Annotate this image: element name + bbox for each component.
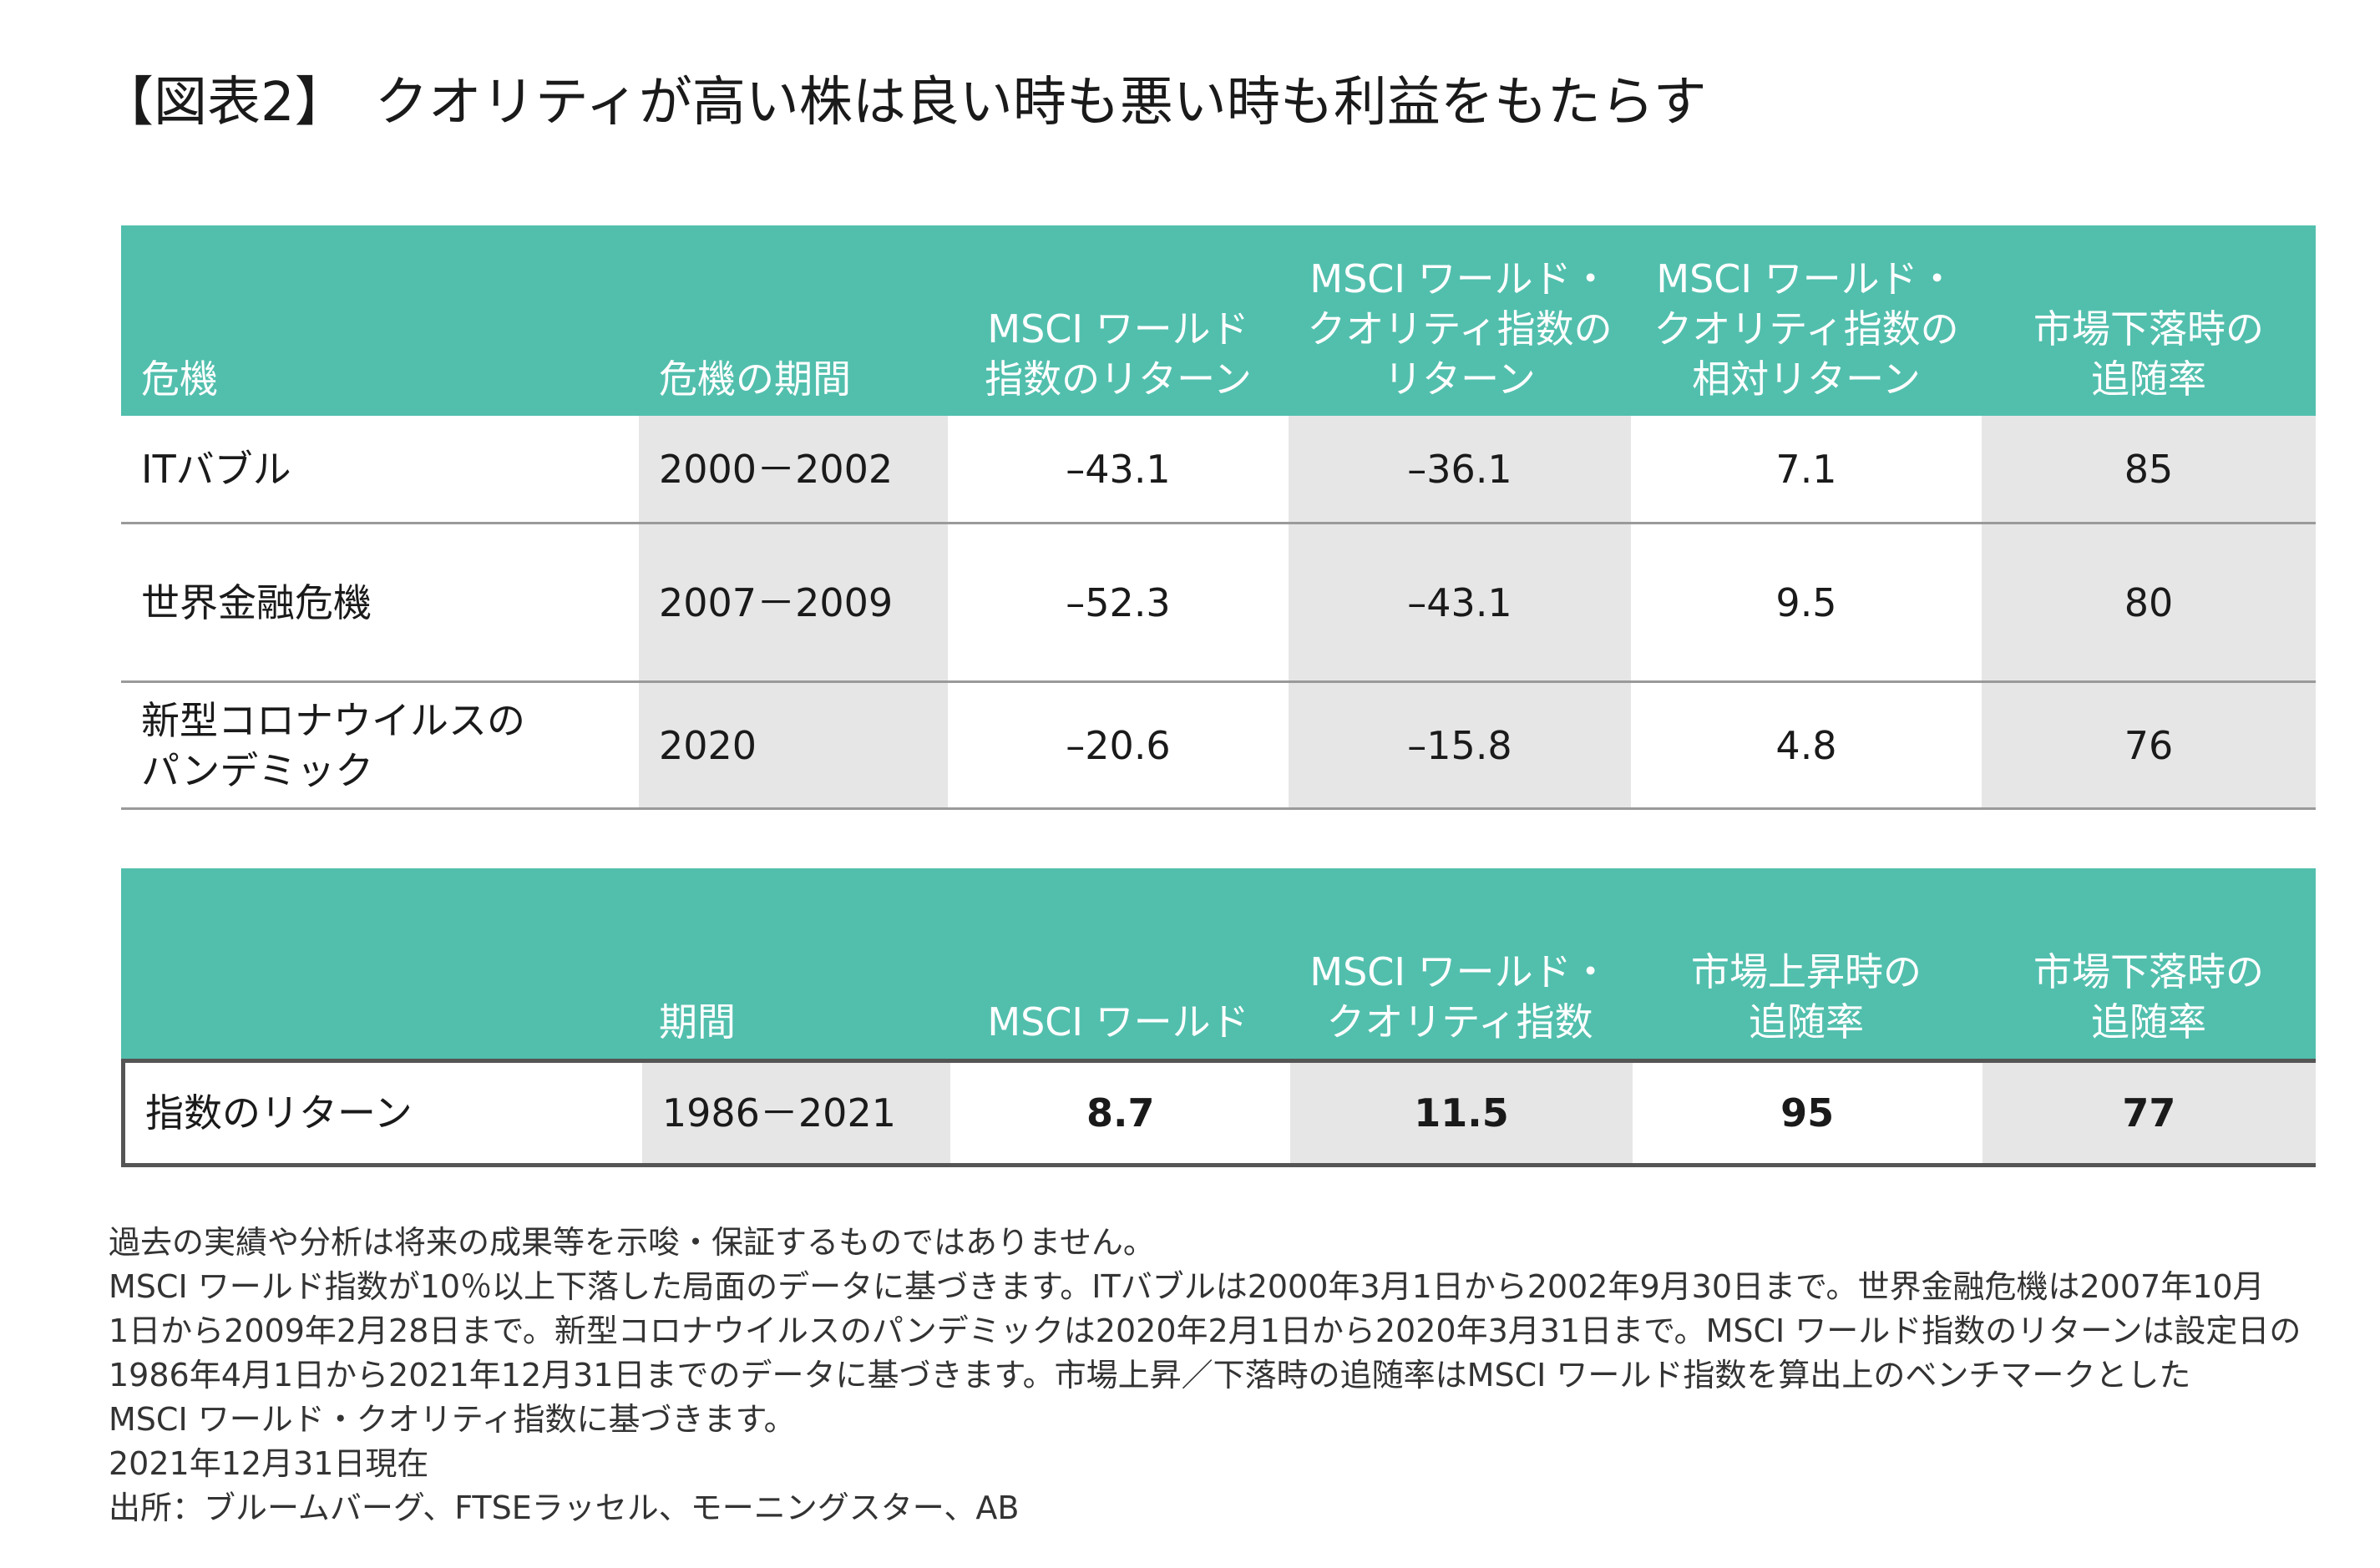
index-period: 1986－2021 [641,1063,951,1163]
header-period: 期間 [639,868,948,1059]
world-return-value: –20.6 [1066,722,1171,768]
table-header: 期間 MSCI ワールド MSCI ワールド・ クオリティ指数 市場上昇時の 追随率… [121,868,2316,1059]
table-row: 世界金融危機 2007－2009 –52.3 –43.1 9.5 80 [121,524,2316,683]
header-world-return-text: MSCI ワールド 指数のリターン [985,306,1252,402]
relative-return-value: 4.8 [1775,722,1837,768]
index-return-label: 指数のリターン [145,1090,413,1136]
upside-capture-value: 95 [1780,1090,1835,1136]
header-downside-capture: 市場下落時の 追随率 [1982,225,2316,416]
as-of-date: 2021年12月31日現在 [109,1445,429,1482]
table-header: 危機 危機の期間 MSCI ワールド 指数のリターン MSCI ワールド・ クオリテ… [121,225,2316,416]
header-crisis-text: 危機 [141,357,218,402]
downside-capture-value: 80 [1982,524,2316,680]
header-world-text: MSCI ワールド [987,999,1249,1044]
header-world: MSCI ワールド [948,868,1289,1059]
downside-capture-value: 85 [1982,416,2316,522]
footnotes: 過去の実績や分析は将来の成果等を示唆・保証するものではありません。 MSCI ワ… [109,1221,2347,1530]
index-returns-table: 期間 MSCI ワールド MSCI ワールド・ クオリティ指数 市場上昇時の 追随率… [121,868,2316,1167]
relative-return-value: 7.1 [1775,446,1837,492]
header-quality-text: MSCI ワールド・ クオリティ指数 [1309,949,1610,1044]
header-quality-return-text: MSCI ワールド・ クオリティ指数の リターン [1307,256,1613,402]
crisis-name-text: ITバブル [141,446,291,492]
world-value: 8.7 [1086,1090,1155,1136]
table-row: ITバブル 2000－2002 –43.1 –36.1 7.1 85 [121,416,2316,524]
source-note: 出所：ブルームバーグ、FTSEラッセル、モーニングスター、AB [109,1490,1020,1526]
header-period-text: 期間 [659,999,736,1044]
crisis-name-text: 世界金融危機 [141,579,372,625]
crisis-name: 新型コロナウイルスの パンデミック [121,683,639,807]
header-quality: MSCI ワールド・ クオリティ指数 [1289,868,1631,1059]
header-downside-capture-text: 市場下落時の 追随率 [2033,949,2264,1044]
header-upside-capture-text: 市場上昇時の 追随率 [1691,949,1922,1044]
crisis-name: ITバブル [121,416,639,522]
crisis-name: 世界金融危機 [121,524,639,680]
quality-return-value: –36.1 [1289,416,1631,522]
crisis-period: 2007－2009 [639,524,948,680]
methodology-note-line: 1日から2009年2月28日まで。新型コロナウイルスのパンデミックは2020年2… [109,1313,2302,1349]
world-return-value: –52.3 [1066,579,1171,625]
header-world-return: MSCI ワールド 指数のリターン [948,225,1289,416]
header-upside-capture: 市場上昇時の 追随率 [1631,868,1982,1059]
crisis-returns-table: 危機 危機の期間 MSCI ワールド 指数のリターン MSCI ワールド・ クオリテ… [121,225,2316,810]
disclaimer-note: 過去の実績や分析は将来の成果等を示唆・保証するものではありません。 [109,1224,1155,1261]
table-row: 指数のリターン 1986－2021 8.7 11.5 95 77 [121,1059,2316,1167]
header-downside-capture: 市場下落時の 追随率 [1982,868,2316,1059]
world-return-value: –43.1 [1066,446,1171,492]
figure-title: 【図表2】 クオリティが高い株は良い時も悪い時も利益をもたらす [100,72,1707,134]
quality-return-value: –15.8 [1289,683,1631,807]
header-relative-return: MSCI ワールド・ クオリティ指数の 相対リターン [1631,225,1982,416]
header-crisis-period-text: 危機の期間 [659,357,851,402]
quality-value: 11.5 [1290,1063,1633,1163]
methodology-note-line: 1986年4月1日から2021年12月31日までのデータに基づきます。市場上昇／… [109,1357,2191,1393]
header-empty [121,868,639,1059]
downside-capture-value: 76 [1982,683,2316,807]
crisis-period: 2000－2002 [639,416,948,522]
methodology-note-line: MSCI ワールド指数が10％以上下落した局面のデータに基づきます。ITバブルは… [109,1268,2265,1305]
header-downside-capture-text: 市場下落時の 追随率 [2033,306,2264,402]
methodology-note-line: MSCI ワールド・クオリティ指数に基づきます。 [109,1401,796,1438]
crisis-name-text: 新型コロナウイルスの パンデミック [141,697,525,793]
header-crisis-period: 危機の期間 [639,225,948,416]
header-crisis: 危機 [121,225,639,416]
downside-capture-value: 77 [1982,1063,2316,1163]
relative-return-value: 9.5 [1775,579,1837,625]
table-row: 新型コロナウイルスの パンデミック 2020 –20.6 –15.8 4.8 76 [121,683,2316,810]
header-relative-return-text: MSCI ワールド・ クオリティ指数の 相対リターン [1653,256,1959,402]
crisis-period: 2020 [639,683,948,807]
quality-return-value: –43.1 [1289,524,1631,680]
header-quality-return: MSCI ワールド・ クオリティ指数の リターン [1289,225,1631,416]
